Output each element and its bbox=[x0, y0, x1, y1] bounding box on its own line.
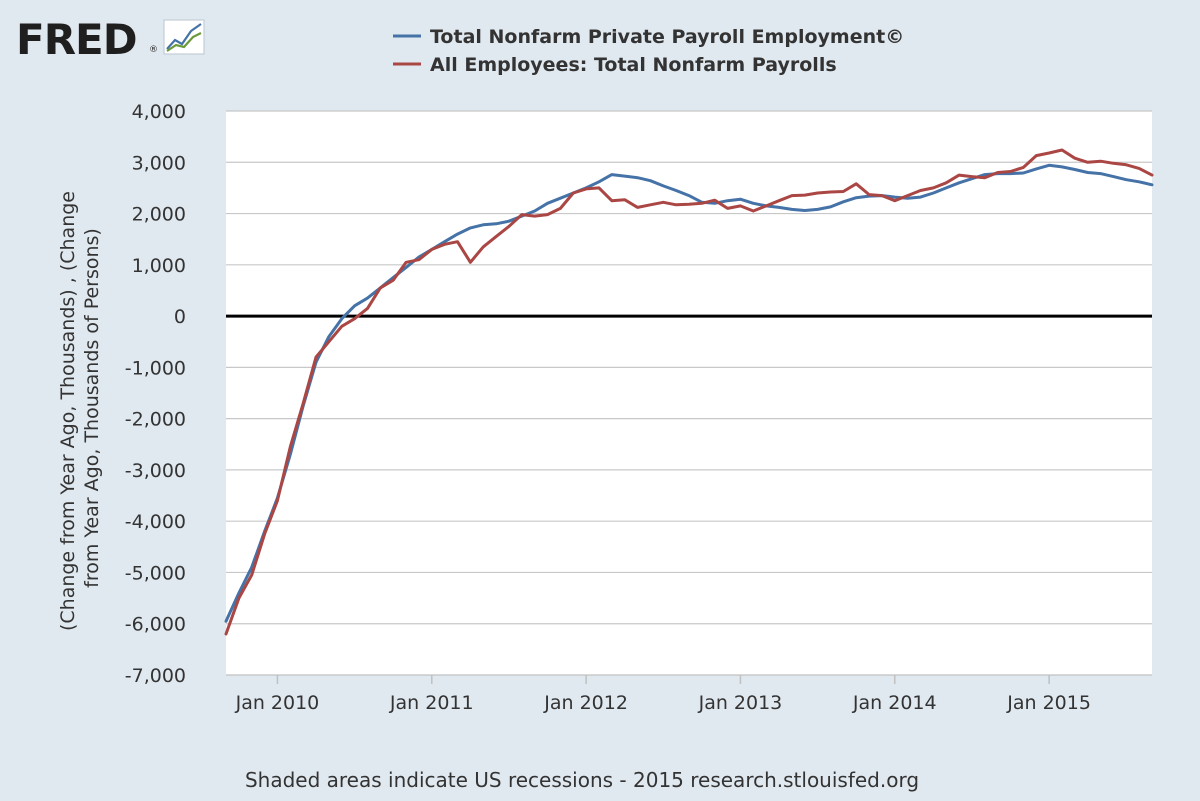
y-tick-label: -4,000 bbox=[125, 511, 186, 533]
fred-logo-text: FRED bbox=[16, 15, 137, 64]
footer-note: Shaded areas indicate US recessions - 20… bbox=[245, 768, 919, 792]
y-axis-label-line-2: from Year Ago, Thousands of Persons) bbox=[81, 228, 103, 588]
y-tick-label: -1,000 bbox=[125, 357, 186, 379]
gridlines bbox=[226, 110, 1152, 676]
y-tick-label: 2,000 bbox=[132, 204, 186, 226]
y-tick-label: 3,000 bbox=[132, 152, 186, 174]
y-axis-label: (Change from Year Ago, Thousands) , (Cha… bbox=[57, 185, 103, 631]
x-tick-label: Jan 2013 bbox=[698, 692, 783, 714]
x-tick-label: Jan 2015 bbox=[1006, 692, 1091, 714]
y-tick-label: 4,000 bbox=[132, 101, 186, 123]
y-axis-label-line-1: (Change from Year Ago, Thousands) , (Cha… bbox=[57, 191, 79, 631]
x-tick-label: Jan 2011 bbox=[389, 692, 474, 714]
x-tick-label: Jan 2014 bbox=[852, 692, 937, 714]
y-tick-label: -5,000 bbox=[125, 562, 186, 584]
legend: Total Nonfarm Private Payroll Employment… bbox=[393, 26, 904, 76]
fred-logo-registered: ® bbox=[149, 45, 158, 55]
series-line-nonfarm-payrolls bbox=[224, 148, 1154, 636]
y-tick-label: 1,000 bbox=[132, 255, 186, 277]
y-tick-label: -2,000 bbox=[125, 409, 186, 431]
x-tick-label: Jan 2012 bbox=[543, 692, 628, 714]
legend-item-nonfarm-payrolls: All Employees: Total Nonfarm Payrolls bbox=[393, 54, 837, 76]
legend-label-nonfarm-payrolls: All Employees: Total Nonfarm Payrolls bbox=[430, 54, 837, 76]
x-tick-label: Jan 2010 bbox=[235, 692, 320, 714]
legend-item-private-payroll: Total Nonfarm Private Payroll Employment… bbox=[393, 26, 904, 48]
y-tick-label: 0 bbox=[174, 306, 186, 328]
fred-logo: FRED ® bbox=[16, 15, 205, 64]
y-tick-label: -7,000 bbox=[125, 665, 186, 687]
legend-label-private-payroll: Total Nonfarm Private Payroll Employment… bbox=[430, 26, 904, 48]
fred-logo-graph-icon bbox=[163, 19, 205, 55]
y-axis-tick-labels: 4,000 3,000 2,000 1,000 0 -1,000 -2,000 -3,000 -… bbox=[125, 101, 186, 687]
series-lines bbox=[224, 148, 1154, 636]
y-tick-label: -3,000 bbox=[125, 460, 186, 482]
y-tick-label: -6,000 bbox=[125, 614, 186, 636]
x-axis: Jan 2010 Jan 2011 Jan 2012 Jan 2013 Jan 2014… bbox=[226, 674, 1152, 714]
